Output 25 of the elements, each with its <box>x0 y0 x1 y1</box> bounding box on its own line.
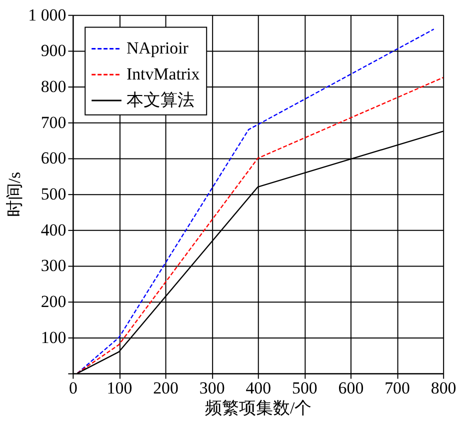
y-tick-label: 600 <box>40 148 66 168</box>
y-tick-label: 900 <box>40 41 66 60</box>
x-tick-label: 700 <box>384 378 410 398</box>
y-tick-label: 500 <box>40 184 66 204</box>
x-tick-label: 400 <box>246 378 272 398</box>
y-tick-label: 300 <box>40 256 66 276</box>
y-tick-label: 700 <box>40 112 66 132</box>
line-series <box>76 28 434 374</box>
y-tick-label: 400 <box>40 220 66 240</box>
x-tick-label: 600 <box>338 378 364 398</box>
x-tick-label: 0 <box>68 378 78 398</box>
x-tick-label: 500 <box>292 378 318 398</box>
y-tick-label: 800 <box>40 77 66 96</box>
legend-label: 本文算法 <box>126 90 194 110</box>
x-tick-label: 100 <box>106 378 132 398</box>
y-axis-title: 时间/s <box>5 172 24 218</box>
x-axis-title: 频繁项集数/个 <box>205 398 312 418</box>
x-tick-label: 300 <box>199 378 225 398</box>
y-tick-label: 1 000 <box>28 5 66 24</box>
legend-label: IntvMatrix <box>126 64 200 84</box>
x-tick-label: 800 <box>430 378 456 398</box>
x-tick-label: 200 <box>153 378 178 398</box>
y-tick-label: 100 <box>40 328 66 347</box>
legend-label: NAprioir <box>126 38 189 58</box>
y-tick-label: 200 <box>40 292 66 312</box>
